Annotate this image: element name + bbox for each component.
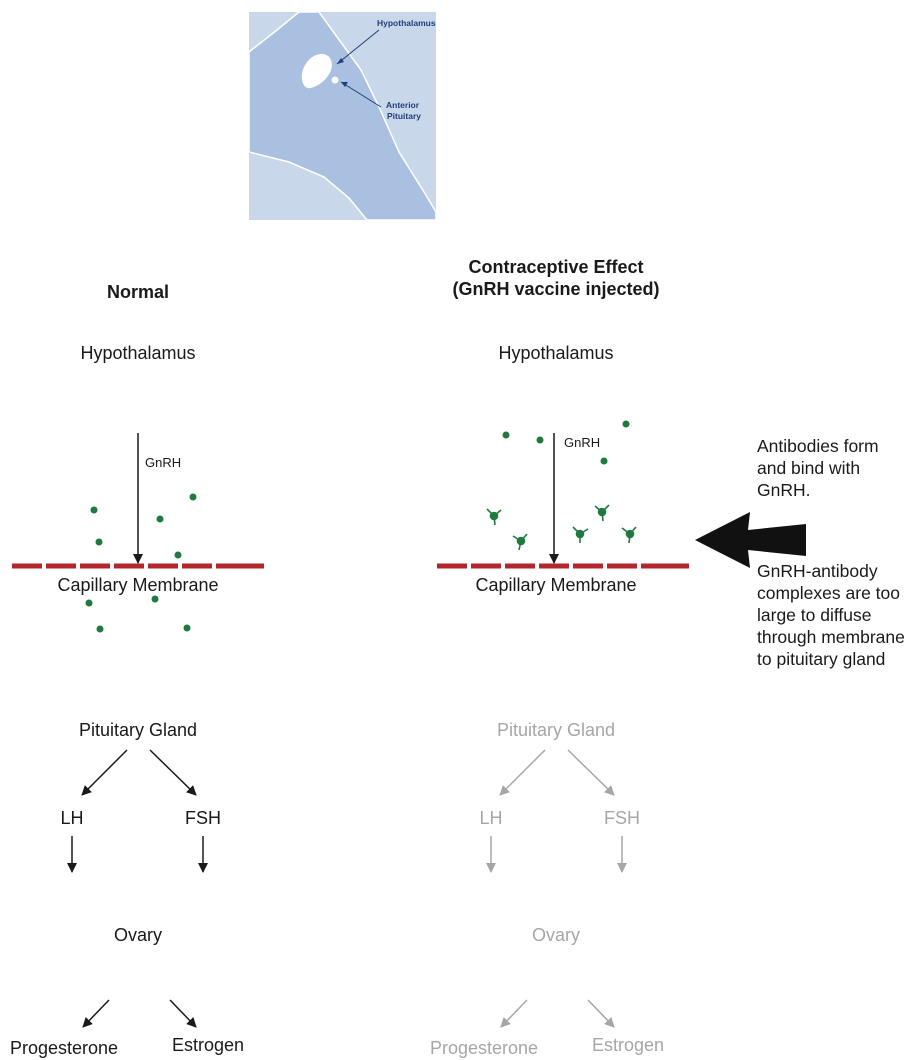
inset-pituitary-label-2: Pituitary bbox=[387, 111, 422, 121]
contraceptive-heading-line1: Contraceptive Effect bbox=[468, 257, 644, 277]
normal-gnrh-molecules bbox=[85, 493, 197, 633]
contraceptive-gnrh-label: GnRH bbox=[564, 435, 601, 450]
contraceptive-estrogen-label: Estrogen bbox=[592, 1035, 665, 1055]
contraceptive-membrane-label: Capillary Membrane bbox=[475, 575, 637, 595]
contraceptive-fsh-label: FSH bbox=[604, 808, 640, 828]
normal-gnrh-label: GnRH bbox=[145, 455, 182, 470]
inset-hypothalamus-label: Hypothalamus bbox=[377, 18, 436, 28]
antibody-complexes bbox=[486, 504, 637, 551]
normal-estrogen-label: Estrogen bbox=[172, 1035, 245, 1055]
contraceptive-lh-label: LH bbox=[479, 808, 503, 828]
contraceptive-ovary-label: Ovary bbox=[531, 925, 581, 945]
normal-heading: Normal bbox=[106, 282, 170, 302]
normal-lh-label: LH bbox=[60, 808, 84, 828]
large-left-arrow bbox=[695, 512, 806, 568]
normal-pituitary-label: Pituitary Gland bbox=[78, 720, 198, 740]
normal-hypothalamus-label: Hypothalamus bbox=[80, 343, 196, 363]
horse-head-inset: Hypothalamus Anterior Pituitary bbox=[249, 12, 436, 220]
normal-hormone-arrows bbox=[67, 749, 208, 1028]
normal-progesterone-label: Progesterone bbox=[10, 1038, 119, 1058]
contraceptive-hypothalamus-label: Hypothalamus bbox=[498, 343, 614, 363]
normal-fsh-label: FSH bbox=[185, 808, 221, 828]
contraceptive-pituitary-label: Pituitary Gland bbox=[496, 720, 616, 740]
inset-pituitary-label-1: Anterior bbox=[386, 100, 420, 110]
contraceptive-hormone-arrows bbox=[486, 749, 627, 1028]
contraceptive-heading-line2: (GnRH vaccine injected) bbox=[452, 279, 660, 299]
contraceptive-progesterone-label: Progesterone bbox=[430, 1038, 539, 1058]
horse-head-illustration bbox=[249, 12, 436, 220]
normal-ovary-label: Ovary bbox=[113, 925, 163, 945]
normal-membrane-label: Capillary Membrane bbox=[57, 575, 219, 595]
contraceptive-gnrh-molecules bbox=[502, 420, 630, 465]
antibodies-note: Antibodies form and bind with GnRH. bbox=[757, 436, 879, 500]
complexes-note: GnRH-antibody complexes are too large to… bbox=[757, 561, 905, 669]
